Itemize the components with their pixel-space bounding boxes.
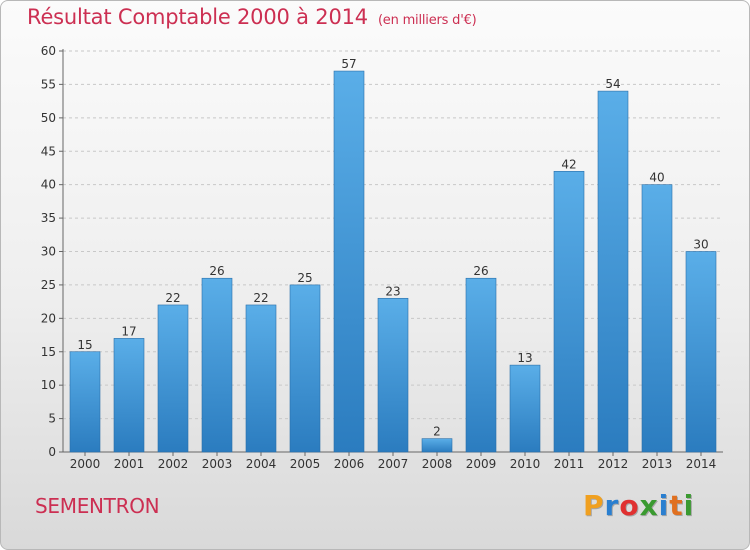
bar-value-label: 2	[433, 425, 441, 439]
bar-value-label: 26	[473, 264, 488, 278]
chart-subtitle: (en milliers d'€)	[377, 13, 477, 28]
chart-title: Résultat Comptable 2000 à 2014 (en millie…	[27, 5, 477, 29]
logo-letter: t	[669, 489, 684, 522]
y-tick-label: 5	[48, 412, 56, 426]
bar	[685, 251, 717, 453]
x-tick-label: 2008	[422, 457, 453, 471]
bar-value-label: 25	[297, 271, 312, 285]
bar-value-label: 26	[209, 264, 224, 278]
x-tick-label: 2004	[246, 457, 277, 471]
bar	[245, 304, 277, 453]
bar	[509, 364, 541, 453]
x-tick-label: 2009	[466, 457, 497, 471]
bar	[69, 351, 101, 453]
bar	[157, 304, 189, 453]
bar-value-label: 15	[77, 338, 92, 352]
x-tick-label: 2003	[202, 457, 233, 471]
x-tick-label: 2012	[598, 457, 629, 471]
x-tick-label: 2005	[290, 457, 321, 471]
y-tick-label: 45	[41, 144, 56, 158]
bar	[597, 90, 629, 453]
bar	[553, 171, 585, 453]
bar-value-label: 13	[517, 351, 532, 365]
x-tick-label: 2001	[114, 457, 145, 471]
x-tick-label: 2014	[686, 457, 717, 471]
bar-value-label: 22	[253, 291, 268, 305]
x-tick-label: 2000	[70, 457, 101, 471]
bar-value-label: 22	[165, 291, 180, 305]
bars	[69, 70, 717, 453]
y-tick-label: 25	[41, 278, 56, 292]
bar-value-label: 17	[121, 324, 136, 338]
y-tick-label: 50	[41, 111, 56, 125]
x-tick-label: 2013	[642, 457, 673, 471]
bar	[465, 277, 497, 453]
x-tick-label: 2011	[554, 457, 585, 471]
bar-value-label: 30	[693, 238, 708, 252]
bar	[333, 70, 365, 453]
bar-value-label: 23	[385, 284, 400, 298]
labels: 15 2000 17 2001 22 2002 26 2003 22 2004 25 2005 57 20…	[70, 57, 717, 471]
bar-value-label: 40	[649, 171, 664, 185]
x-tick-label: 2007	[378, 457, 409, 471]
y-tick-label: 0	[48, 445, 56, 459]
y-tick-label: 60	[41, 44, 56, 58]
logo-letter: P	[583, 489, 605, 522]
x-tick-label: 2006	[334, 457, 365, 471]
y-tick-label: 30	[41, 245, 56, 259]
bar-value-label: 57	[341, 57, 356, 71]
x-tick-label: 2010	[510, 457, 541, 471]
x-tick-label: 2002	[158, 457, 189, 471]
proxiti-logo[interactable]: Proxiti	[583, 489, 694, 522]
bar	[377, 297, 409, 453]
y-tick-label: 35	[41, 211, 56, 225]
place-name: SEMENTRON	[35, 494, 160, 518]
y-tick-label: 20	[41, 311, 56, 325]
bar	[289, 284, 321, 453]
logo-letter: x	[639, 489, 659, 522]
bar	[421, 438, 453, 453]
bar	[113, 338, 145, 453]
chart-title-text: Résultat Comptable 2000 à 2014	[27, 5, 368, 29]
logo-letter: i	[683, 489, 695, 522]
y-tick-label: 10	[41, 378, 56, 392]
bar	[201, 277, 233, 453]
bar-value-label: 54	[605, 77, 620, 91]
y-tick-label: 40	[41, 178, 56, 192]
y-tick-label: 55	[41, 77, 56, 91]
logo-letter: r	[604, 489, 620, 522]
bar	[641, 184, 673, 453]
bar-value-label: 42	[561, 157, 576, 171]
logo-letter: o	[619, 489, 640, 522]
logo-letter: i	[658, 489, 670, 522]
y-tick-label: 15	[41, 345, 56, 359]
